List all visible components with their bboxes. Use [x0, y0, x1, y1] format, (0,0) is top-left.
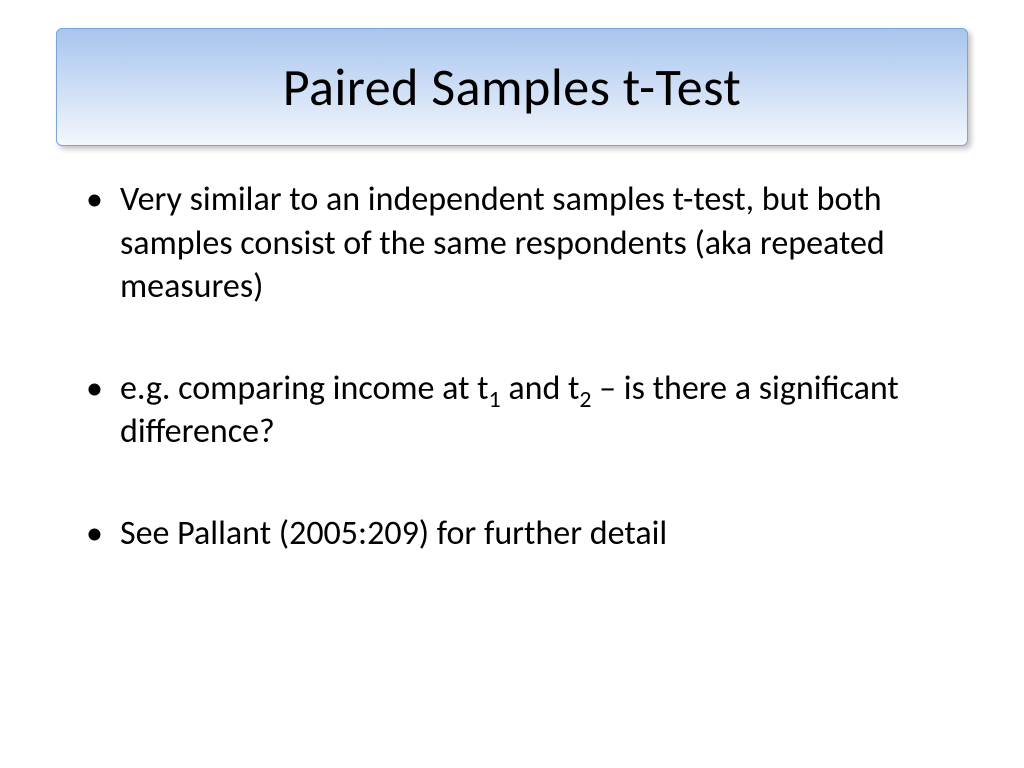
subscript-2: 2 — [579, 384, 591, 413]
bullet-text-mid: and t — [501, 368, 580, 409]
bullet-text: See Pallant (2005:209) for further detai… — [120, 513, 667, 554]
bullet-item: See Pallant (2005:209) for further detai… — [78, 512, 958, 556]
slide-title: Paired Samples t-Test — [283, 55, 742, 119]
bullet-text: Very similar to an independent samples t… — [120, 179, 885, 307]
bullet-item: e.g. comparing income at t1 and t2 – is … — [78, 367, 958, 454]
subscript-1: 1 — [489, 384, 501, 413]
body-area: Very similar to an independent samples t… — [78, 178, 958, 613]
bullet-list: Very similar to an independent samples t… — [78, 178, 958, 555]
bullet-item: Very similar to an independent samples t… — [78, 178, 958, 309]
slide: Paired Samples t-Test Very similar to an… — [0, 0, 1024, 768]
bullet-text-prefix: e.g. comparing income at t — [120, 368, 489, 409]
title-box: Paired Samples t-Test — [56, 28, 968, 146]
